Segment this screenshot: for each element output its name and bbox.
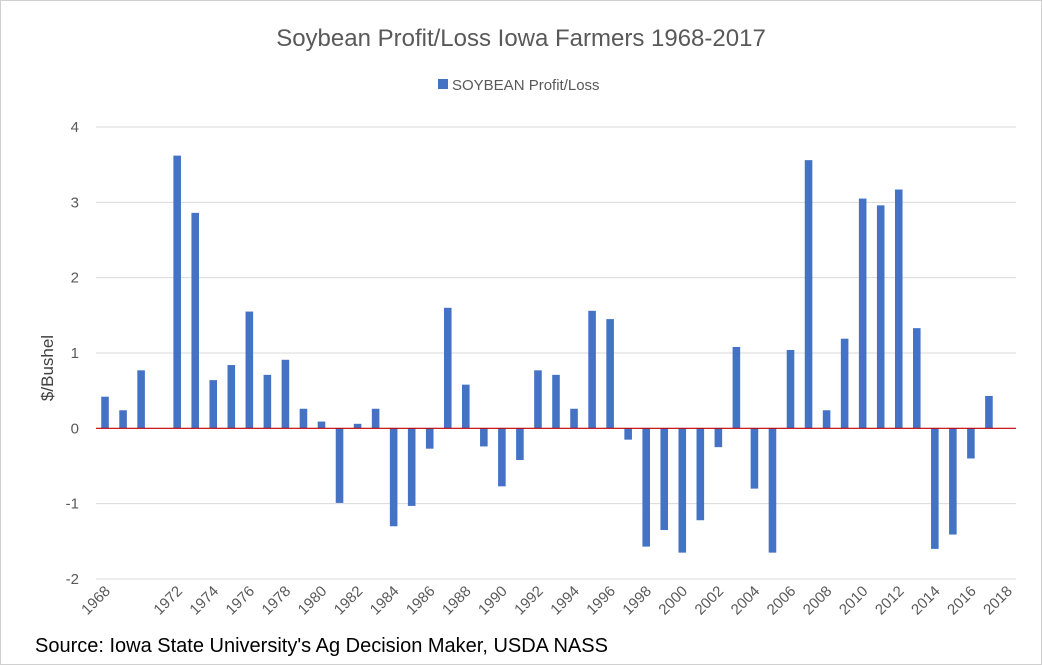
x-tick-label: 2004 xyxy=(728,583,764,619)
bar-2005 xyxy=(768,428,777,553)
y-axis-label: $/Bushel xyxy=(38,335,57,401)
legend-swatch xyxy=(438,79,448,89)
x-tick-label: 2006 xyxy=(764,583,800,619)
bar-1994 xyxy=(570,408,578,429)
bar-1987 xyxy=(443,307,452,429)
bar-1978 xyxy=(281,359,290,429)
x-tick-label: 1986 xyxy=(403,583,439,619)
bar-1970 xyxy=(137,370,145,429)
bar-1982 xyxy=(353,423,362,429)
x-tick-label: 2010 xyxy=(836,583,872,619)
bar-2003 xyxy=(732,346,741,429)
legend: SOYBEAN Profit/Loss xyxy=(438,77,600,94)
bar-1985 xyxy=(407,428,416,506)
y-axis-ticks: -2 -1 0 1 2 3 4 xyxy=(66,119,79,588)
bar-2015 xyxy=(949,428,957,535)
x-tick-label: 1998 xyxy=(619,583,655,619)
y-tick-label: -2 xyxy=(66,571,79,588)
bar-1974 xyxy=(209,380,218,429)
bar-1999 xyxy=(660,428,669,531)
bar-1998 xyxy=(642,428,650,547)
x-tick-label: 2002 xyxy=(692,583,728,619)
x-tick-label: 2012 xyxy=(872,583,908,619)
bar-2016 xyxy=(967,428,975,459)
bar-1981 xyxy=(335,428,344,503)
x-axis-ticks: 1968 1972 1974 1976 1978 1980 1982 1984 1986 1988… xyxy=(78,583,1016,619)
y-tick-label: -1 xyxy=(66,496,79,513)
bar-2007 xyxy=(804,160,813,429)
bar-1979 xyxy=(299,408,308,429)
x-tick-label: 1978 xyxy=(259,583,295,619)
y-tick-label: 3 xyxy=(71,194,79,211)
bar-2006 xyxy=(786,349,795,429)
x-tick-label: 1974 xyxy=(186,583,222,619)
legend-label: SOYBEAN Profit/Loss xyxy=(452,77,600,94)
bar-1986 xyxy=(425,428,434,449)
bar-1989 xyxy=(480,428,488,447)
bar-1990 xyxy=(498,428,506,487)
bar-1977 xyxy=(263,374,272,429)
y-tick-label: 1 xyxy=(71,345,79,362)
y-tick-label: 0 xyxy=(71,420,79,437)
bar-2013 xyxy=(912,328,921,429)
bar-2001 xyxy=(696,428,705,521)
x-tick-label: 1990 xyxy=(475,583,511,619)
x-tick-label: 1992 xyxy=(511,583,547,619)
bar-1976 xyxy=(245,311,254,429)
x-tick-label: 1972 xyxy=(150,583,186,619)
x-tick-label: 1994 xyxy=(547,583,583,619)
x-tick-label: 1976 xyxy=(223,583,259,619)
bar-2009 xyxy=(840,338,849,429)
bar-1993 xyxy=(552,374,560,429)
bar-2000 xyxy=(678,428,687,553)
bar-1997 xyxy=(624,428,632,440)
bar-1972 xyxy=(173,155,181,429)
x-tick-label: 2014 xyxy=(908,583,944,619)
x-tick-label: 1968 xyxy=(78,583,114,619)
bar-1983 xyxy=(371,408,380,429)
bar-1988 xyxy=(462,384,470,429)
bar-2014 xyxy=(931,428,939,549)
chart-title: Soybean Profit/Loss Iowa Farmers 1968-20… xyxy=(276,25,766,52)
x-tick-label: 2016 xyxy=(944,583,980,619)
bar-1973 xyxy=(191,212,200,429)
bar-2011 xyxy=(876,205,885,429)
source-note: Source: Iowa State University's Ag Decis… xyxy=(35,635,608,657)
bar-1992 xyxy=(534,370,542,429)
x-tick-label: 1980 xyxy=(295,583,331,619)
x-tick-label: 1988 xyxy=(439,583,475,619)
y-tick-label: 4 xyxy=(71,119,79,136)
x-tick-label: 1996 xyxy=(583,583,619,619)
x-tick-label: 2000 xyxy=(655,583,691,619)
bar-1975 xyxy=(227,365,236,429)
bar-1995 xyxy=(588,310,596,429)
x-tick-label: 2008 xyxy=(800,583,836,619)
bar-1980 xyxy=(317,421,326,429)
x-tick-label: 1984 xyxy=(367,583,403,619)
bar-2012 xyxy=(894,189,903,429)
bar-2002 xyxy=(714,428,723,448)
bar-1969 xyxy=(119,410,127,429)
bar-2017 xyxy=(985,395,993,429)
bar-2008 xyxy=(822,410,831,429)
x-tick-label: 2018 xyxy=(980,583,1016,619)
bar-1996 xyxy=(606,319,614,429)
bar-2004 xyxy=(750,428,759,489)
y-tick-label: 2 xyxy=(71,270,79,287)
bar-1968 xyxy=(101,396,109,429)
bars xyxy=(101,155,993,553)
x-tick-label: 1982 xyxy=(331,583,367,619)
bar-1984 xyxy=(389,428,398,527)
bar-1991 xyxy=(516,428,524,460)
bar-2010 xyxy=(858,198,867,429)
